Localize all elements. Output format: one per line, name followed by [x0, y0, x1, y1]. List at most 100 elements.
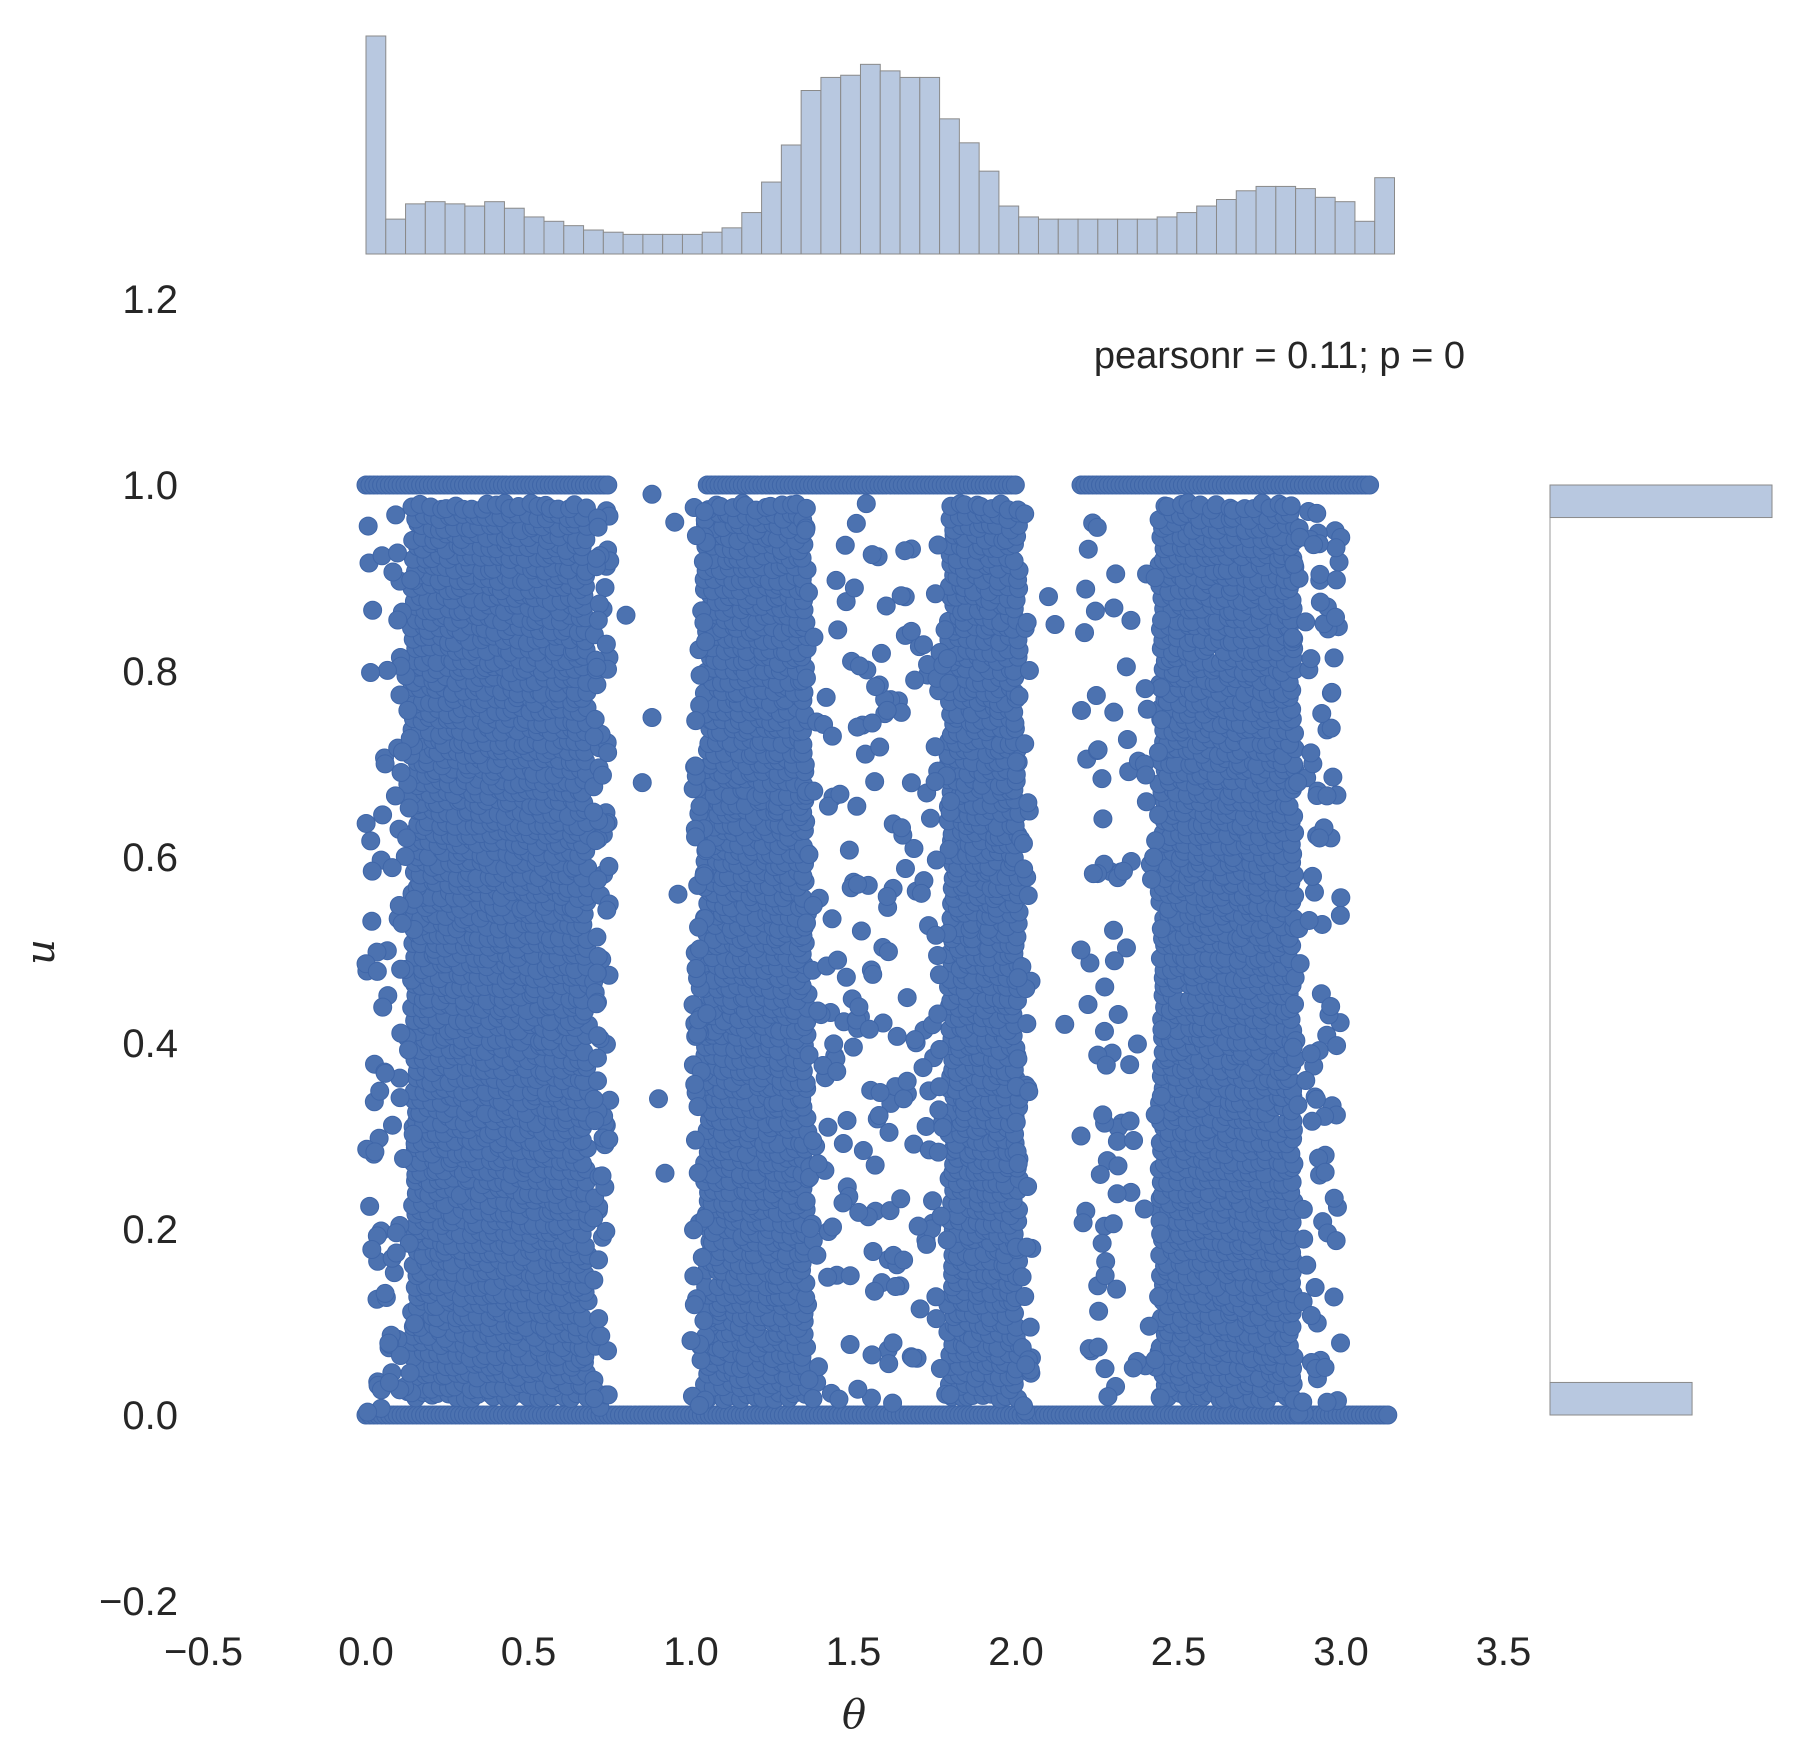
scatter-point [849, 656, 869, 676]
scatter-point [598, 743, 618, 763]
scatter-point [599, 1129, 619, 1149]
scatter-point [386, 1243, 406, 1263]
hist-x-bar [385, 218, 407, 255]
scatter-point [851, 921, 871, 941]
scatter-point [391, 1023, 411, 1043]
scatter-point [379, 1372, 399, 1392]
hist-x-bar [662, 233, 683, 255]
scatter-point [392, 742, 412, 762]
scatter-point [360, 1196, 380, 1216]
scatter-point [849, 1202, 869, 1222]
scatter-point [690, 939, 710, 959]
scatter-point [891, 586, 911, 606]
scatter-point [892, 818, 912, 838]
scatter-point [826, 570, 846, 590]
scatter-point [584, 802, 604, 822]
scatter-point [690, 665, 710, 685]
scatter-point [799, 1370, 819, 1390]
hist-x-bar [1255, 185, 1277, 255]
scatter-point [862, 1345, 882, 1365]
scatter-point [696, 632, 716, 652]
scatter-point [822, 726, 842, 746]
scatter-point [1006, 752, 1026, 772]
scatter-point [895, 541, 915, 561]
scatter-point [928, 535, 948, 555]
scatter-point [398, 700, 418, 720]
scatter-point [382, 858, 402, 878]
scatter-point [1017, 612, 1037, 632]
scatter-point [837, 1110, 857, 1130]
scatter-point [908, 1216, 928, 1236]
scatter-point [584, 727, 604, 747]
scatter-point [390, 1088, 410, 1108]
scatter-point [367, 961, 387, 981]
scatter-point [587, 1048, 607, 1068]
scatter-point [910, 1299, 930, 1319]
scatter-point [379, 1333, 399, 1353]
hist-x-bar [701, 231, 723, 255]
hist-x-bar [484, 201, 505, 255]
scatter-point [365, 1142, 385, 1162]
scatter-point [1008, 1154, 1028, 1174]
scatter-point [897, 988, 917, 1008]
scatter-point [905, 670, 925, 690]
scatter-point [589, 1309, 609, 1329]
scatter-point [847, 874, 867, 894]
scatter-point [697, 1004, 717, 1024]
scatter-point [382, 1115, 402, 1135]
scatter-point [849, 997, 869, 1017]
scatter-point [358, 516, 378, 536]
scatter-point [803, 896, 823, 916]
scatter-point [692, 1247, 712, 1267]
scatter-point [925, 737, 945, 757]
hist-x-bar [365, 35, 387, 255]
hist-x-bar [939, 118, 960, 255]
scatter-point [363, 600, 383, 620]
scatter-point [917, 1234, 937, 1254]
scatter-point [385, 786, 405, 806]
scatter-point [836, 967, 856, 987]
scatter-point [871, 643, 891, 663]
hist-x-bar [1196, 205, 1217, 255]
hist-x-bar [1176, 212, 1198, 255]
scatter-point [388, 543, 408, 563]
scatter-point [596, 634, 616, 654]
scatter-point [863, 1241, 883, 1261]
scatter-point [800, 1218, 820, 1238]
scatter-point [848, 1379, 868, 1399]
scatter-point [929, 1077, 949, 1097]
scatter-point [865, 772, 885, 792]
scatter-point [891, 1189, 911, 1209]
scatter-point [361, 663, 381, 683]
scatter-point [939, 673, 959, 693]
hist-x-bar [424, 201, 446, 255]
hist-x-bar [1018, 216, 1039, 255]
hist-x-bar [602, 231, 624, 255]
scatter-point [870, 737, 890, 757]
scatter-point [358, 1402, 378, 1422]
scatter-point [799, 845, 819, 865]
marginal-histogram-x [365, 35, 1396, 255]
scatter-point [1020, 1317, 1040, 1337]
scatter-point [684, 1266, 704, 1286]
scatter-point [587, 1071, 607, 1091]
scatter-point [920, 808, 940, 828]
hist-x-bar [1275, 185, 1297, 255]
hist-x-bar [1156, 216, 1178, 255]
scatter-point [597, 900, 617, 920]
scatter-point [691, 1350, 711, 1370]
scatter-point [876, 596, 896, 616]
scatter-point [935, 620, 955, 640]
scatter-point [916, 1116, 936, 1136]
hist-x-bar [622, 233, 644, 255]
scatter-point [588, 610, 608, 630]
scatter-point [843, 1037, 863, 1057]
scatter-point [796, 913, 816, 933]
hist-x-bar [563, 225, 585, 255]
scatter-point [796, 520, 816, 540]
scatter-point [356, 813, 376, 833]
scatter-point [391, 762, 411, 782]
scatter-point [818, 1267, 838, 1287]
scatter-point [937, 649, 957, 669]
scatter-point [818, 1117, 838, 1137]
